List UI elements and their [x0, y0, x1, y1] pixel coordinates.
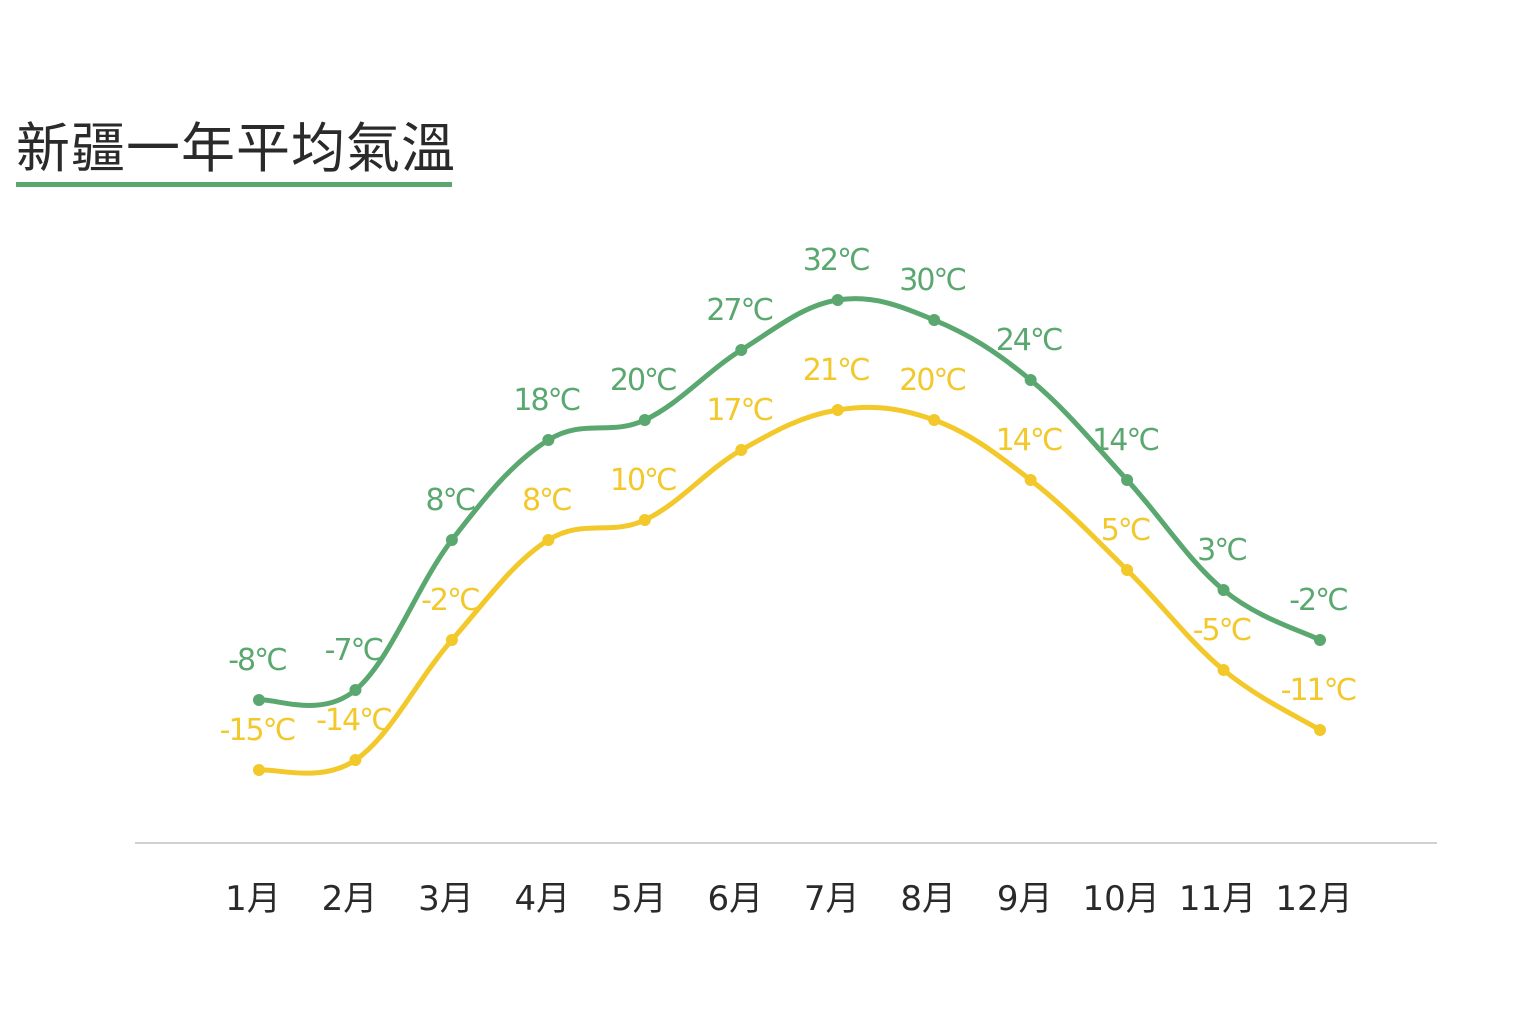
data-point-low — [253, 764, 265, 776]
data-point-high — [735, 344, 748, 356]
data-label-low: 20℃ — [899, 363, 965, 398]
data-label-high: -8℃ — [228, 643, 286, 678]
series-low: -15℃ -14℃ -2℃ 8℃ 10℃ 17℃ 21℃ 20℃ 14℃ 5℃ -5℃ -11℃ — [220, 353, 1358, 776]
data-label-low: 17℃ — [706, 393, 772, 428]
data-point-high — [1217, 584, 1230, 596]
data-label-low: -14℃ — [316, 703, 391, 738]
x-tick-labels: 1月 2月 3月 4月 5月 6月 7月 8月 9月 10月 11月 12月 — [225, 879, 1352, 919]
x-tick-label: 3月 — [418, 879, 474, 919]
data-point-low — [1314, 724, 1326, 736]
data-point-low — [349, 754, 362, 766]
data-label-low: 8℃ — [522, 483, 571, 518]
data-label-high: 8℃ — [426, 483, 475, 518]
series-line-high — [256, 296, 1323, 708]
data-point-low — [1217, 664, 1230, 676]
data-label-high: 18℃ — [513, 383, 579, 418]
title-underline — [16, 182, 452, 187]
data-point-high — [638, 414, 651, 426]
x-tick-label: 5月 — [611, 879, 667, 919]
x-tick-label: 1月 — [225, 879, 281, 919]
x-tick-label: 9月 — [997, 879, 1053, 919]
data-label-high: 24℃ — [996, 323, 1062, 358]
data-point-low — [928, 414, 941, 426]
data-label-low: 21℃ — [803, 353, 869, 388]
x-tick-label: 2月 — [322, 879, 378, 919]
chart-title: 新疆一年平均氣溫 — [16, 117, 456, 180]
x-tick-label: 8月 — [900, 879, 956, 919]
data-point-high — [542, 434, 555, 446]
data-label-low: 14℃ — [996, 423, 1062, 458]
data-point-low — [1121, 564, 1134, 576]
data-point-high — [1024, 374, 1037, 386]
data-point-low — [638, 514, 651, 526]
series-high: -8℃ -7℃ 8℃ 18℃ 20℃ 27℃ 32℃ 30℃ 24℃ 14℃ 3℃ -2℃ — [228, 243, 1349, 708]
series-layer: -8℃ -7℃8℃18℃20℃27℃32℃30℃24℃14℃3℃-2℃-15℃ -1… — [220, 243, 1358, 776]
data-label-high: -7℃ — [325, 633, 383, 668]
x-tick-label: 6月 — [707, 879, 763, 919]
data-point-high — [445, 534, 458, 546]
data-point-high — [1314, 634, 1326, 646]
data-label-high: 27℃ — [706, 293, 772, 328]
data-point-high — [928, 314, 941, 326]
data-point-low — [735, 444, 748, 456]
x-tick-label: 7月 — [804, 879, 860, 919]
x-tick-label: 12月 — [1275, 879, 1352, 919]
data-label-high: -2℃ — [1289, 583, 1347, 618]
series-line-low — [256, 404, 1323, 776]
x-tick-label: 4月 — [515, 879, 571, 919]
data-label-high: 20℃ — [610, 363, 676, 398]
x-tick-label: 10月 — [1082, 879, 1159, 919]
data-point-high — [1121, 474, 1134, 486]
data-point-low — [542, 534, 555, 546]
data-point-high — [349, 684, 362, 696]
data-point-low — [831, 404, 844, 416]
data-label-low: 10℃ — [610, 463, 676, 498]
data-label-high: 3℃ — [1197, 533, 1246, 568]
data-point-high — [831, 294, 844, 306]
data-label-low: -2℃ — [421, 583, 479, 618]
data-point-high — [253, 694, 265, 706]
data-point-low — [445, 634, 458, 646]
data-label-high: 32℃ — [803, 243, 869, 278]
data-label-high: 30℃ — [899, 263, 965, 298]
x-tick-label: 11月 — [1179, 879, 1256, 919]
data-label-low: -11℃ — [1281, 673, 1356, 708]
data-label-low: -5℃ — [1193, 613, 1251, 648]
data-label-low: 5℃ — [1101, 513, 1150, 548]
data-label-low: -15℃ — [220, 713, 295, 748]
data-label-high: 14℃ — [1092, 423, 1158, 458]
data-point-low — [1024, 474, 1037, 486]
